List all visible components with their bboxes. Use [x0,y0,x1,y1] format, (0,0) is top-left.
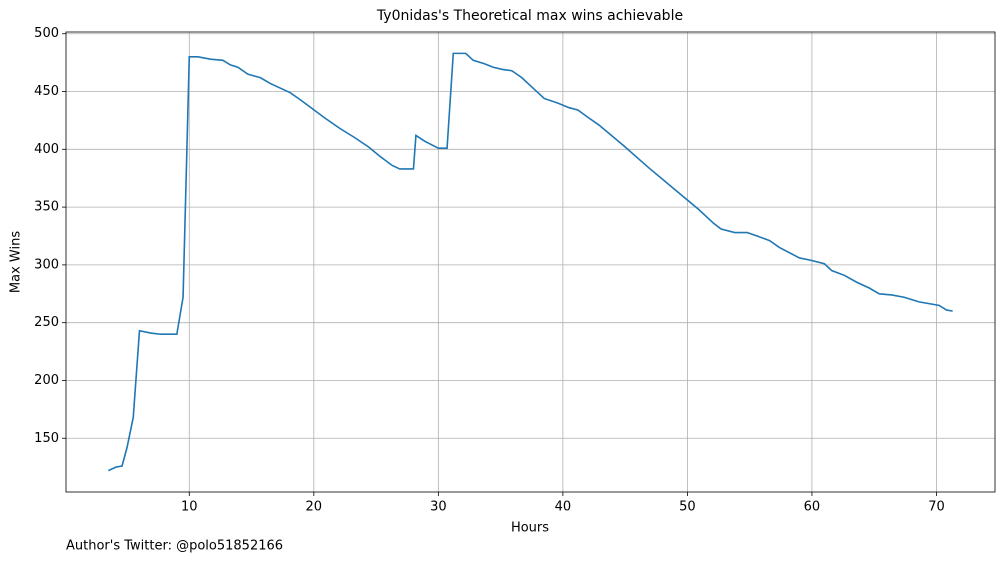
y-tick-label: 300 [34,257,59,272]
y-tick-label: 350 [34,200,59,215]
y-tick-label: 200 [34,373,59,388]
x-tick-label: 20 [306,500,323,515]
chart-title: Ty0nidas's Theoretical max wins achievab… [376,8,683,24]
y-tick-label: 250 [34,315,59,330]
footer-note: Author's Twitter: @polo51852166 [66,539,283,554]
y-tick-label: 500 [34,26,59,41]
y-tick-label: 400 [34,142,59,157]
x-tick-label: 30 [430,500,447,515]
x-axis-label: Hours [511,521,549,536]
y-axis-label: Max Wins [9,231,24,293]
x-tick-label: 60 [804,500,821,515]
x-tick-label: 70 [928,500,945,515]
y-tick-label: 450 [34,84,59,99]
y-tick-label: 150 [34,431,59,446]
plot-frame [65,31,996,493]
x-tick-label: 50 [679,500,696,515]
data-line [108,52,953,472]
x-tick-label: 40 [555,500,572,515]
x-tick-label: 10 [181,500,198,515]
